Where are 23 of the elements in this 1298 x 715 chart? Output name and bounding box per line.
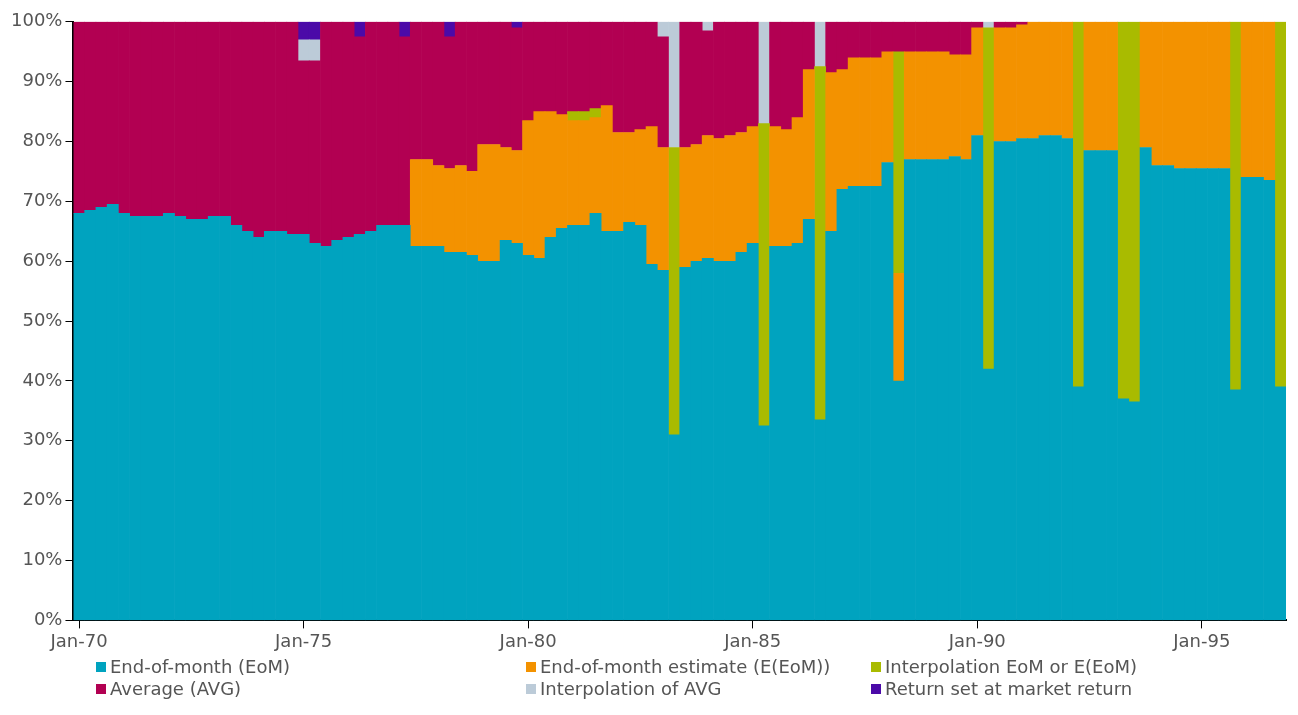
y-tick-label: 30% [22, 428, 63, 450]
y-tick-label: 40% [22, 368, 63, 390]
y-tick-label: 20% [22, 488, 63, 510]
x-tick-label: Jan-75 [274, 629, 333, 651]
x-tick-label: Jan-85 [723, 629, 782, 651]
x-tick-label: Jan-90 [947, 629, 1006, 651]
legend-label: Average (AVG) [110, 678, 242, 700]
legend-label: End-of-month (EoM) [110, 656, 290, 678]
y-tick-label: 80% [22, 129, 63, 151]
y-tick-label: 100% [10, 9, 63, 31]
y-tick-label: 50% [22, 308, 63, 330]
y-tick-label: 90% [22, 69, 63, 91]
x-tick-label: Jan-95 [1172, 629, 1231, 651]
x-tick-label: Jan-70 [49, 629, 108, 651]
legend-label: Interpolation EoM or E(EoM) [885, 656, 1138, 678]
y-tick-label: 0% [33, 608, 63, 630]
legend-label: End-of-month estimate (E(EoM)) [540, 656, 831, 678]
legend-label: Return set at market return [885, 678, 1133, 700]
y-tick-label: 10% [22, 548, 63, 570]
legend-label: Interpolation of AVG [540, 678, 722, 700]
y-tick-label: 70% [22, 189, 63, 211]
x-tick-label: Jan-80 [498, 629, 557, 651]
y-tick-label: 60% [22, 248, 63, 270]
